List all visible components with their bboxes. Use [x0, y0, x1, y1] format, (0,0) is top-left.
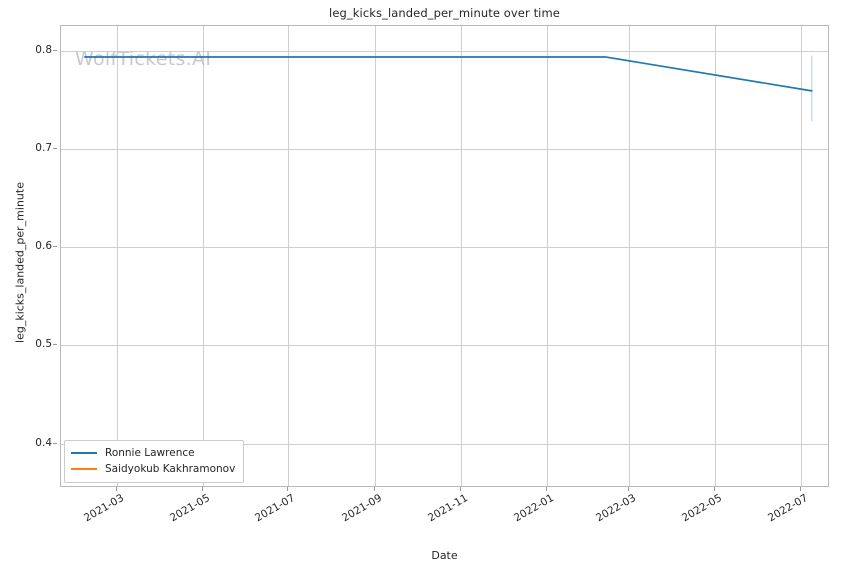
y-tick-mark	[53, 246, 57, 248]
y-tick-label: 0.4	[35, 436, 52, 449]
gridline-vertical	[288, 26, 290, 486]
x-tick-mark	[545, 487, 547, 491]
gridline-vertical	[546, 26, 548, 486]
x-tick-label: 2021-09	[340, 492, 385, 525]
x-tick-label: 2021-11	[425, 492, 470, 525]
gridline-vertical	[117, 26, 119, 486]
x-tick-label: 2021-05	[167, 492, 212, 525]
y-tick-mark	[53, 344, 57, 346]
plot-area: WolfTickets.AI	[60, 25, 829, 487]
gridline-vertical	[375, 26, 377, 486]
legend-swatch-ronnie-lawrence	[71, 452, 97, 454]
x-tick-mark	[713, 487, 715, 491]
legend-item[interactable]: Ronnie Lawrence	[71, 445, 235, 461]
y-tick-label: 0.6	[35, 240, 52, 253]
gridline-vertical	[460, 26, 462, 486]
gridline-horizontal	[61, 50, 828, 52]
x-tick-mark	[799, 487, 801, 491]
x-tick-mark	[287, 487, 289, 491]
gridline-vertical	[714, 26, 716, 486]
x-tick-mark	[459, 487, 461, 491]
legend-item[interactable]: Saidyokub Kakhramonov	[71, 461, 235, 477]
x-axis-tick-marks	[60, 487, 829, 493]
y-tick-label: 0.7	[35, 141, 52, 154]
x-axis-label: Date	[431, 549, 458, 562]
gridline-horizontal	[61, 148, 828, 150]
gridline-vertical	[800, 26, 802, 486]
legend-label: Ronnie Lawrence	[105, 447, 195, 459]
y-tick-mark	[53, 147, 57, 149]
x-tick-mark	[201, 487, 203, 491]
y-tick-label: 0.5	[35, 338, 52, 351]
legend-swatch-saidyokub-kakhramonov	[71, 468, 97, 470]
x-tick-mark	[374, 487, 376, 491]
chart-legend: Ronnie Lawrence Saidyokub Kakhramonov	[64, 440, 245, 483]
x-tick-label: 2022-05	[679, 492, 724, 525]
series-line	[84, 56, 813, 92]
y-axis-label: leg_kicks_landed_per_minute	[13, 182, 27, 343]
x-tick-mark	[628, 487, 630, 491]
x-tick-label: 2022-07	[765, 492, 810, 525]
gridline-horizontal	[61, 345, 828, 347]
chart-title: leg_kicks_landed_per_minute over time	[329, 6, 560, 20]
x-axis-tick-labels: 2021-03 2021-05 2021-07 2021-09 2021-11 2022-…	[60, 492, 829, 542]
x-tick-label: 2022-01	[511, 492, 556, 525]
legend-label: Saidyokub Kakhramonov	[105, 463, 236, 475]
y-axis-tick-labels: 0.4 0.5 0.6 0.7 0.8	[0, 25, 52, 487]
gridline-vertical	[202, 26, 204, 486]
x-tick-label: 2021-03	[82, 492, 127, 525]
x-tick-label: 2022-03	[594, 492, 639, 525]
y-tick-mark	[53, 442, 57, 444]
y-tick-label: 0.8	[35, 43, 52, 56]
y-axis-tick-marks	[0, 25, 60, 487]
x-tick-mark	[116, 487, 118, 491]
series-lines	[84, 55, 813, 122]
gridline-vertical	[629, 26, 631, 486]
gridline-horizontal	[61, 443, 828, 445]
gridline-horizontal	[61, 247, 828, 249]
y-tick-mark	[53, 49, 57, 51]
x-tick-label: 2021-07	[253, 492, 298, 525]
